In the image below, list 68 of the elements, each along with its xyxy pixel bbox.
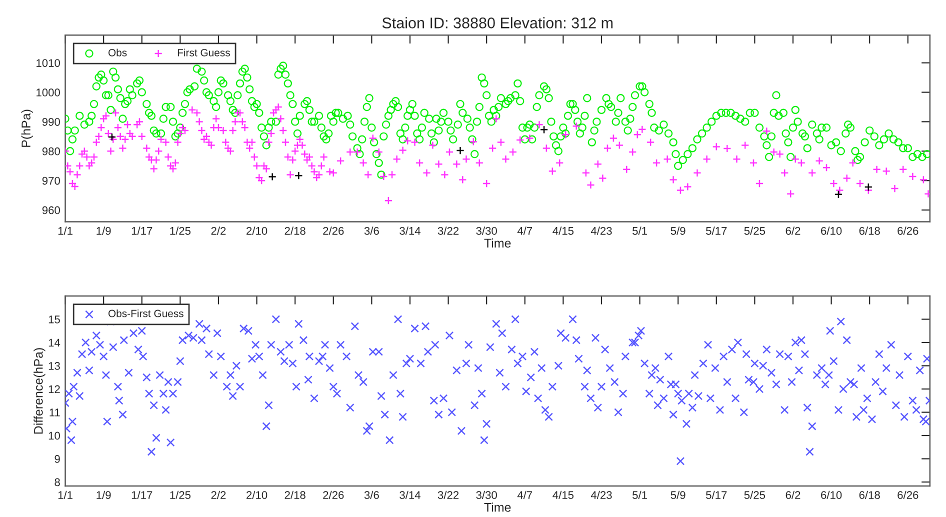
x-tick-label: 2/10 [246, 226, 268, 235]
x-tick-label: 5/9 [670, 226, 686, 235]
x-tick-label: 2/2 [211, 226, 226, 235]
x-tick-label: 1/25 [170, 226, 191, 235]
legend-label: First Guess [178, 48, 230, 56]
y-tick-label: 15 [48, 316, 60, 324]
x-tick-label: 2/10 [246, 490, 268, 500]
x-tick-label: 3/30 [476, 226, 497, 235]
y-tick-label: 14 [48, 338, 60, 347]
x-tick-label: 2/18 [284, 226, 306, 235]
x-tick-label: 1/1 [58, 490, 72, 500]
x-tick-label: 3/14 [400, 226, 420, 235]
x-axis-title: Time [484, 502, 511, 512]
x-tick-label: 5/25 [744, 490, 766, 500]
y-tick-label: 11 [50, 408, 60, 416]
chart-title: Staion ID: 38880 Elevation: 312 m [382, 17, 613, 28]
x-tick-label: 4/15 [552, 490, 574, 500]
y-tick-label: 10 [48, 432, 60, 440]
x-tick-label: 5/17 [706, 226, 727, 235]
y-tick-label: 9 [54, 455, 60, 463]
x-tick-label: 3/22 [438, 490, 459, 500]
x-tick-label: 5/1 [632, 226, 647, 235]
x-tick-label: 5/25 [744, 226, 766, 235]
x-tick-label: 4/7 [517, 226, 532, 235]
legend-label: Obs [108, 48, 127, 56]
x-tick-label: 5/17 [706, 490, 727, 500]
x-tick-label: 2/26 [323, 490, 344, 500]
x-tick-label: 6/18 [859, 490, 880, 500]
x-tick-label: 6/2 [786, 226, 800, 235]
legend-label: Obs-First Guess [108, 310, 184, 318]
x-tick-label: 5/1 [632, 490, 647, 500]
y-tick-label: 1010 [36, 59, 60, 67]
x-tick-label: 2/18 [284, 490, 306, 500]
x-tick-label: 3/6 [364, 226, 379, 235]
y-tick-label: 970 [42, 176, 60, 185]
x-tick-label: 3/22 [438, 226, 459, 235]
x-tick-label: 6/26 [898, 226, 918, 235]
x-tick-label: 1/9 [96, 226, 111, 235]
x-tick-label: 3/14 [400, 490, 420, 500]
x-tick-label: 5/9 [670, 490, 686, 500]
x-axis-title: Time [484, 238, 511, 248]
y-tick-label: 12 [48, 385, 60, 394]
x-tick-label: 6/26 [898, 490, 918, 500]
x-tick-label: 6/10 [821, 226, 842, 235]
x-tick-label: 1/1 [58, 226, 72, 235]
x-tick-label: 1/9 [96, 490, 111, 500]
x-tick-label: 2/26 [323, 226, 344, 235]
y-axis-title: Difference(hPa) [34, 348, 46, 434]
y-tick-label: 8 [54, 478, 60, 486]
x-tick-label: 6/2 [786, 490, 800, 500]
x-tick-label: 6/10 [821, 490, 842, 500]
x-tick-label: 6/18 [859, 226, 880, 235]
x-tick-label: 4/7 [517, 490, 532, 500]
x-tick-label: 1/17 [132, 490, 152, 500]
y-tick-label: 1000 [36, 88, 60, 96]
x-tick-label: 3/30 [476, 490, 497, 500]
x-tick-label: 1/17 [132, 226, 152, 235]
y-tick-label: 13 [48, 362, 60, 370]
x-tick-label: 1/25 [170, 490, 191, 500]
x-tick-label: 4/23 [590, 226, 612, 235]
x-tick-label: 4/23 [590, 490, 612, 500]
x-tick-label: 3/6 [364, 490, 379, 500]
x-tick-label: 4/15 [552, 226, 574, 235]
y-tick-label: 990 [42, 118, 60, 126]
x-tick-label: 2/2 [211, 490, 226, 500]
y-axis-title: P(hPa) [21, 110, 33, 147]
y-tick-label: 960 [42, 206, 60, 214]
y-tick-label: 980 [42, 147, 60, 156]
